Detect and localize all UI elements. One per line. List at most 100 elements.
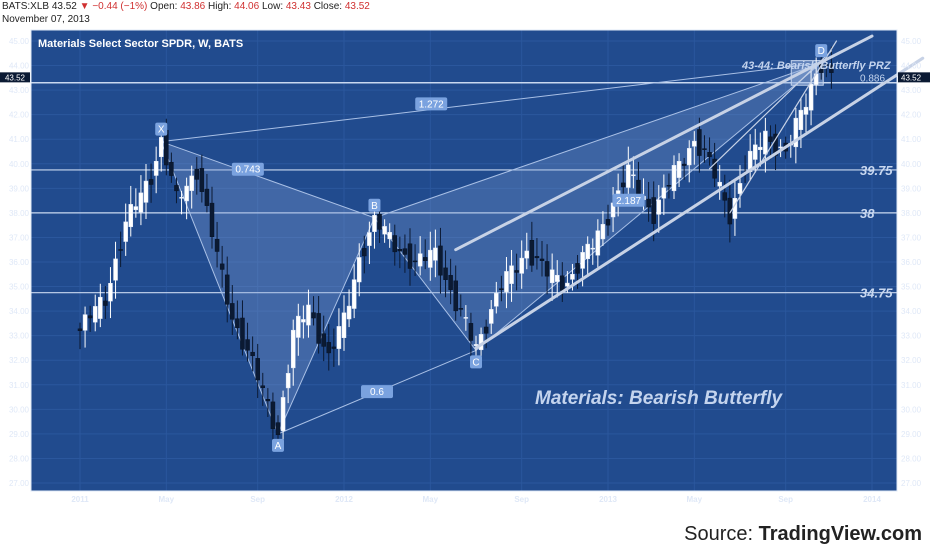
- candle-body: [626, 164, 631, 188]
- last-price: 43.52: [51, 1, 77, 12]
- source-brand: TradingView.com: [758, 523, 922, 545]
- candle-body: [636, 179, 641, 196]
- candle-body: [798, 109, 804, 130]
- candle-body: [169, 161, 174, 176]
- trendlines: [454, 34, 925, 350]
- candle-body: [651, 197, 656, 224]
- point-label: A: [275, 441, 282, 452]
- candle-body: [103, 300, 108, 306]
- candle-body: [219, 263, 225, 270]
- ratio-label-tag: [612, 193, 645, 207]
- y-tick-right: 33.00: [901, 332, 922, 341]
- y-tick-right: 39.00: [901, 184, 922, 193]
- y-tick-right: 27.00: [901, 479, 922, 488]
- candle-body: [87, 315, 93, 319]
- candle-body: [768, 136, 773, 142]
- candle-body: [631, 174, 636, 177]
- ratio-label-tag: [231, 162, 264, 176]
- candle-body: [230, 303, 235, 320]
- x-tick-label: 2014: [863, 495, 881, 504]
- candle-body: [158, 137, 164, 158]
- candle-body: [697, 129, 702, 156]
- chart-title: Materials Select Sector SPDR, W, BATS: [38, 38, 243, 50]
- y-tick-right: 31.00: [901, 381, 922, 390]
- candle-body: [382, 226, 387, 235]
- y-tick-right: 34.00: [901, 307, 922, 316]
- last-price-right: 43.52: [901, 73, 922, 82]
- y-tick-left: 42.00: [9, 111, 30, 120]
- candle-body: [666, 184, 672, 187]
- candle-body: [356, 257, 362, 283]
- candle-body: [255, 358, 260, 381]
- candle-body: [671, 165, 677, 192]
- quote-header: BATS:XLB 43.52 ▼ −0.44 (−1%) Open: 43.86…: [0, 0, 932, 27]
- candle-body: [331, 346, 337, 349]
- inner-upper-line: [708, 50, 832, 170]
- level-label: 39.75: [860, 163, 893, 178]
- candle-body: [316, 313, 321, 344]
- y-tick-left: 43.00: [9, 86, 30, 95]
- candle-body: [412, 260, 418, 263]
- candle-body: [565, 282, 570, 287]
- y-tick-left: 40.00: [9, 160, 30, 169]
- level-label: 34.75: [860, 286, 893, 301]
- candle-body: [321, 333, 326, 347]
- candle-body: [311, 312, 316, 319]
- candle-body: [707, 152, 712, 158]
- ratio-label: 1.272: [419, 99, 444, 110]
- candle-body: [138, 192, 144, 213]
- candle-body: [77, 328, 83, 332]
- candle-body: [392, 235, 398, 253]
- x-tick-label: Sep: [778, 495, 793, 504]
- candle-body: [712, 158, 717, 179]
- candle-body: [514, 270, 519, 273]
- candle-body: [717, 181, 722, 187]
- candle-body: [549, 269, 555, 284]
- axes: 45.00 45.00 44.00 44.00 43.00 43.00 42.00 42.00…: [0, 29, 930, 504]
- close-value: 43.52: [344, 1, 370, 12]
- candle-body: [433, 247, 438, 261]
- point-label-tag: [470, 355, 482, 369]
- candle-body: [92, 306, 98, 323]
- candle-body: [483, 326, 489, 334]
- y-tick-right: 44.00: [901, 62, 922, 71]
- candle-body: [407, 243, 413, 269]
- x-tick-label: 2011: [71, 495, 89, 504]
- y-tick-right: 42.00: [901, 111, 922, 120]
- candles: [77, 45, 834, 442]
- candle-body: [676, 161, 682, 178]
- candle-body: [417, 253, 423, 267]
- plot-panel: [31, 30, 897, 491]
- candle-body: [402, 248, 408, 255]
- candle-body: [123, 221, 128, 242]
- y-tick-left: 41.00: [9, 135, 30, 144]
- candle-body: [692, 140, 697, 147]
- candle-body: [108, 282, 113, 302]
- y-tick-right: 37.00: [901, 233, 922, 242]
- close-label: Close:: [313, 1, 343, 12]
- candle-body: [595, 230, 601, 256]
- candle-body: [463, 317, 469, 319]
- candle-body: [346, 305, 352, 320]
- candle-body: [290, 329, 296, 369]
- y-tick-right: 28.00: [901, 454, 922, 463]
- candle-body: [153, 160, 159, 176]
- candle-body: [250, 351, 255, 357]
- candle-body: [590, 247, 596, 250]
- y-tick-right: 38.00: [901, 209, 922, 218]
- last-price-tag-left: [0, 72, 30, 83]
- candle-body: [529, 240, 535, 266]
- x-tick-label: May: [687, 495, 703, 504]
- y-tick-right: 45.00: [901, 37, 922, 46]
- x-tick-label: May: [159, 495, 175, 504]
- source-prefix: Source:: [684, 523, 759, 545]
- y-tick-left: 33.00: [9, 332, 30, 341]
- prz-label: 43-44: Bearish Butterfly PRZ: [741, 60, 892, 72]
- candle-body: [620, 182, 626, 188]
- last-price-left: 43.52: [5, 73, 26, 82]
- y-tick-left: 44.00: [9, 62, 30, 71]
- candle-body: [544, 261, 550, 277]
- y-tick-left: 30.00: [9, 405, 30, 414]
- butterfly-pattern: [160, 60, 824, 436]
